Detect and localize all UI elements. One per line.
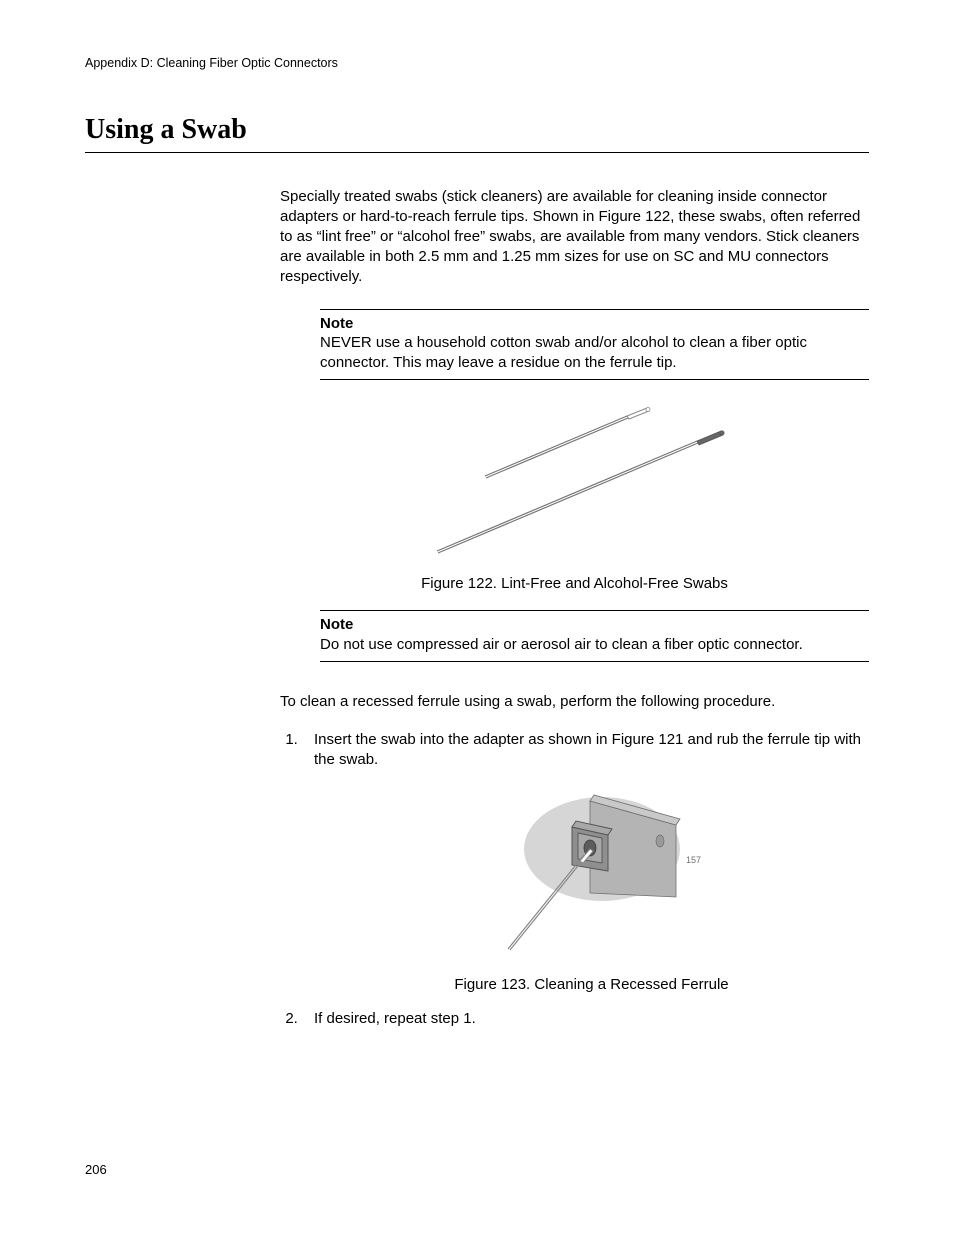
page: Appendix D: Cleaning Fiber Optic Connect… (0, 0, 954, 1235)
step-text: Insert the swab into the adapter as show… (314, 731, 861, 768)
content-column: Specially treated swabs (stick cleaners)… (280, 187, 869, 1029)
step-text: If desired, repeat step 1. (314, 1010, 476, 1027)
figure-label: 157 (686, 855, 701, 865)
figure-123-caption: Figure 123. Cleaning a Recessed Ferrule (314, 975, 869, 995)
figure-123: 157 (314, 785, 869, 961)
note-label: Note (320, 315, 353, 332)
running-header: Appendix D: Cleaning Fiber Optic Connect… (85, 56, 869, 70)
step-item: Insert the swab into the adapter as show… (302, 730, 869, 996)
section-title: Using a Swab (85, 114, 869, 146)
note-label: Note (320, 616, 353, 633)
page-number: 206 (85, 1162, 107, 1177)
intro-paragraph: Specially treated swabs (stick cleaners)… (280, 187, 869, 287)
figure-122-caption: Figure 122. Lint-Free and Alcohol-Free S… (280, 575, 869, 592)
swabs-illustration (415, 396, 735, 556)
title-rule (85, 152, 869, 153)
figure-122 (280, 396, 869, 561)
step-item: If desired, repeat step 1. (302, 1009, 869, 1029)
note-text: NEVER use a household cotton swab and/or… (320, 334, 807, 371)
note-box-2: Note Do not use compressed air or aeroso… (320, 610, 869, 662)
recessed-ferrule-illustration: 157 (462, 785, 722, 955)
procedure-list: Insert the swab into the adapter as show… (280, 730, 869, 1030)
note-box-1: Note NEVER use a household cotton swab a… (320, 309, 869, 380)
note-text: Do not use compressed air or aerosol air… (320, 636, 803, 653)
lead-in-paragraph: To clean a recessed ferrule using a swab… (280, 692, 869, 712)
